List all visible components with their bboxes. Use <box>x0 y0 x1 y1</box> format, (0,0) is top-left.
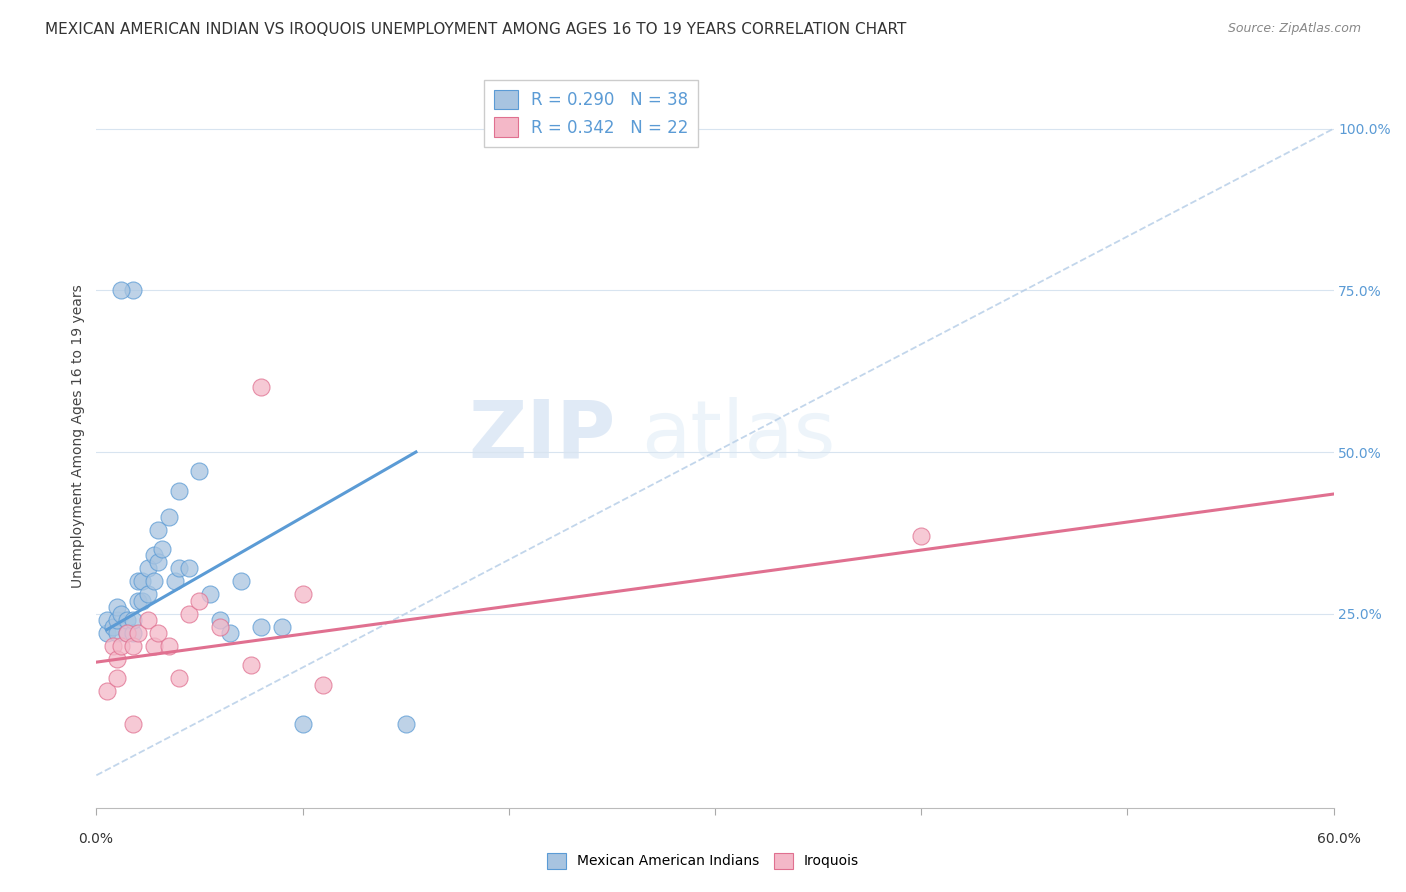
Point <box>105 626 128 640</box>
Point <box>122 284 145 298</box>
Point <box>167 483 190 498</box>
Point <box>117 626 139 640</box>
Point <box>163 574 186 589</box>
Point <box>250 380 273 394</box>
Point <box>110 639 132 653</box>
Point <box>167 671 190 685</box>
Point <box>136 613 159 627</box>
Text: 0.0%: 0.0% <box>79 832 112 846</box>
Point <box>179 607 201 621</box>
Point <box>96 626 118 640</box>
Point <box>127 626 149 640</box>
Point <box>395 716 418 731</box>
Text: Source: ZipAtlas.com: Source: ZipAtlas.com <box>1227 22 1361 36</box>
Point <box>179 561 201 575</box>
Text: MEXICAN AMERICAN INDIAN VS IROQUOIS UNEMPLOYMENT AMONG AGES 16 TO 19 YEARS CORRE: MEXICAN AMERICAN INDIAN VS IROQUOIS UNEM… <box>45 22 907 37</box>
Point <box>188 464 211 478</box>
Point <box>291 587 314 601</box>
Point <box>148 626 170 640</box>
Legend: Mexican American Indians, Iroquois: Mexican American Indians, Iroquois <box>541 847 865 874</box>
Point <box>143 574 166 589</box>
Y-axis label: Unemployment Among Ages 16 to 19 years: Unemployment Among Ages 16 to 19 years <box>72 284 86 588</box>
Point <box>110 284 132 298</box>
Point <box>131 593 153 607</box>
Point <box>122 613 145 627</box>
Point <box>105 671 128 685</box>
Point <box>127 593 149 607</box>
Point <box>117 613 139 627</box>
Text: 60.0%: 60.0% <box>1316 832 1361 846</box>
Text: ZIP: ZIP <box>468 397 616 475</box>
Point <box>167 561 190 575</box>
Point <box>250 619 273 633</box>
Point <box>105 613 128 627</box>
Point <box>105 600 128 615</box>
Point <box>157 639 180 653</box>
Point <box>910 529 932 543</box>
Point <box>312 678 335 692</box>
Point <box>117 626 139 640</box>
Point <box>143 549 166 563</box>
Point <box>148 523 170 537</box>
Point <box>122 716 145 731</box>
Point <box>143 639 166 653</box>
Point <box>209 619 232 633</box>
Point <box>127 574 149 589</box>
Text: atlas: atlas <box>641 397 835 475</box>
Legend: R = 0.290   N = 38, R = 0.342   N = 22: R = 0.290 N = 38, R = 0.342 N = 22 <box>484 79 699 146</box>
Point <box>131 574 153 589</box>
Point <box>271 619 294 633</box>
Point <box>122 639 145 653</box>
Point <box>101 619 124 633</box>
Point <box>229 574 252 589</box>
Point <box>136 561 159 575</box>
Point <box>96 613 118 627</box>
Point <box>198 587 221 601</box>
Point <box>148 555 170 569</box>
Point <box>110 607 132 621</box>
Point <box>209 613 232 627</box>
Point <box>291 716 314 731</box>
Point <box>150 541 173 556</box>
Point <box>105 652 128 666</box>
Point <box>101 639 124 653</box>
Point <box>136 587 159 601</box>
Point <box>240 658 263 673</box>
Point <box>188 593 211 607</box>
Point <box>96 684 118 698</box>
Point <box>122 626 145 640</box>
Point <box>219 626 242 640</box>
Point <box>157 509 180 524</box>
